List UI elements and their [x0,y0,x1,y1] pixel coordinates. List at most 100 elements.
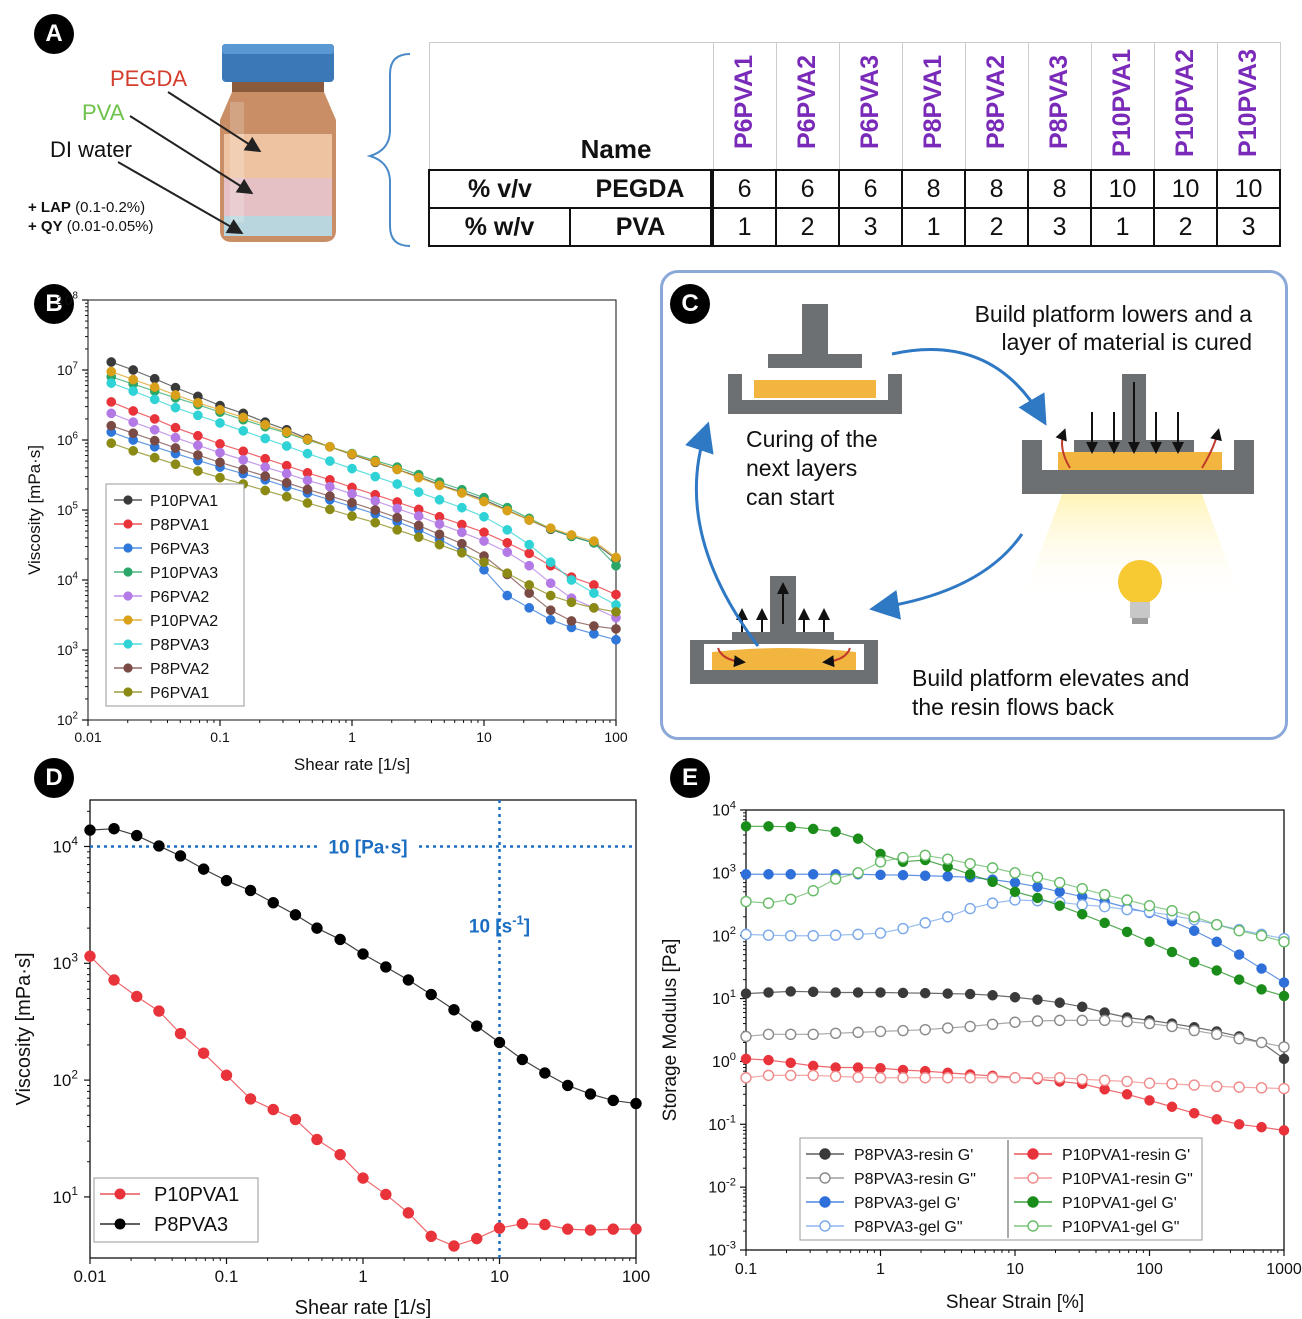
data-point [964,902,976,915]
data-point [1166,1078,1178,1090]
data-point [1076,1014,1088,1027]
y-tick-label: 103 [712,862,736,882]
legend-label: P8PVA3 [154,1214,228,1236]
legend-label: P8PVA3-gel G" [854,1219,963,1236]
data-point [1099,917,1110,929]
vat-curing-icon [1022,374,1254,494]
legend-label: P6PVA3 [150,541,209,558]
data-point [566,597,577,608]
data-point [479,536,489,546]
data-point [1211,918,1223,931]
data-point [457,527,467,538]
legend-label: P8PVA3-resin G" [854,1171,976,1188]
data-point [740,1053,752,1065]
series-P10PVA1-gel G" [740,849,1290,948]
cycle-arrow-left [685,421,760,647]
data-point [413,472,424,483]
data-point [807,1069,819,1082]
legend-label: P6PVA1 [150,685,209,702]
data-point [130,990,143,1003]
data-point [607,1094,619,1107]
data-point [589,536,599,546]
cell: 8 [964,169,1030,209]
data-point [174,850,187,862]
cell: 8 [901,169,967,209]
data-point [524,560,535,571]
data-point [84,950,96,962]
data-point [1076,1001,1088,1013]
data-point [785,893,797,905]
data-point [919,849,931,862]
row1-unit: % v/v [428,169,570,209]
data-point [370,456,381,467]
data-point [807,986,819,998]
data-point [1166,946,1178,958]
data-point [193,466,203,476]
data-point [1144,936,1155,948]
data-point [1278,977,1290,988]
data-point [762,1069,775,1082]
y-tick-label: 105 [57,501,79,518]
data-point [539,1067,551,1079]
data-point [392,479,403,489]
data-point [128,386,139,396]
cycle-arrow-bottom [869,533,1024,620]
data-point [434,529,445,540]
data-point [106,438,117,449]
data-point [1188,956,1200,968]
data-point [347,449,357,459]
data-point [1166,1101,1178,1113]
data-point [740,1072,752,1084]
data-point [1054,1014,1066,1027]
data-point [281,491,292,502]
data-point [545,590,556,601]
data-point [1098,1074,1111,1087]
vat-idle-icon [728,304,902,414]
y-axis-label: Storage Modulus [Pa] [660,939,681,1122]
data-point [149,382,160,392]
data-point [281,477,292,488]
data-point [238,446,249,457]
data-point [964,869,976,880]
data-point [106,357,117,367]
data-point [1054,900,1065,911]
data-point [829,929,842,941]
data-point [215,457,225,468]
lap-range: (0.1-0.2%) [70,199,146,216]
data-point [987,876,998,888]
legend-label: P8PVA2 [150,661,209,678]
data-point [347,511,357,521]
data-point [1256,1121,1267,1133]
series-P10PVA2 [106,366,621,563]
cell: 6 [838,169,904,209]
data-point [170,443,181,453]
data-point [1009,1072,1021,1084]
y-tick-label: 10-2 [708,1177,736,1197]
data-point [325,504,335,515]
data-point [1188,1024,1200,1037]
series-P8PVA3 [84,822,642,1110]
data-point [106,378,117,388]
data-point [260,419,271,430]
data-point [392,512,403,523]
data-point [84,824,96,836]
data-point [425,1230,437,1243]
data-point [785,930,797,942]
legend-label: P10PVA1 [154,1184,239,1206]
data-point [238,455,249,465]
data-point [524,548,535,559]
legend-marker [1027,1172,1039,1184]
data-point [987,989,998,1001]
data-point [611,607,621,617]
data-point [762,929,775,941]
data-point [807,1028,819,1041]
data-point [964,988,976,1000]
data-point [852,1026,864,1039]
data-point [193,430,203,441]
data-point [311,922,323,934]
data-point [539,1218,551,1231]
data-point [215,472,225,483]
data-point [986,862,999,874]
formulation-name: P10PVA2 [1171,48,1200,157]
data-point [128,428,139,439]
